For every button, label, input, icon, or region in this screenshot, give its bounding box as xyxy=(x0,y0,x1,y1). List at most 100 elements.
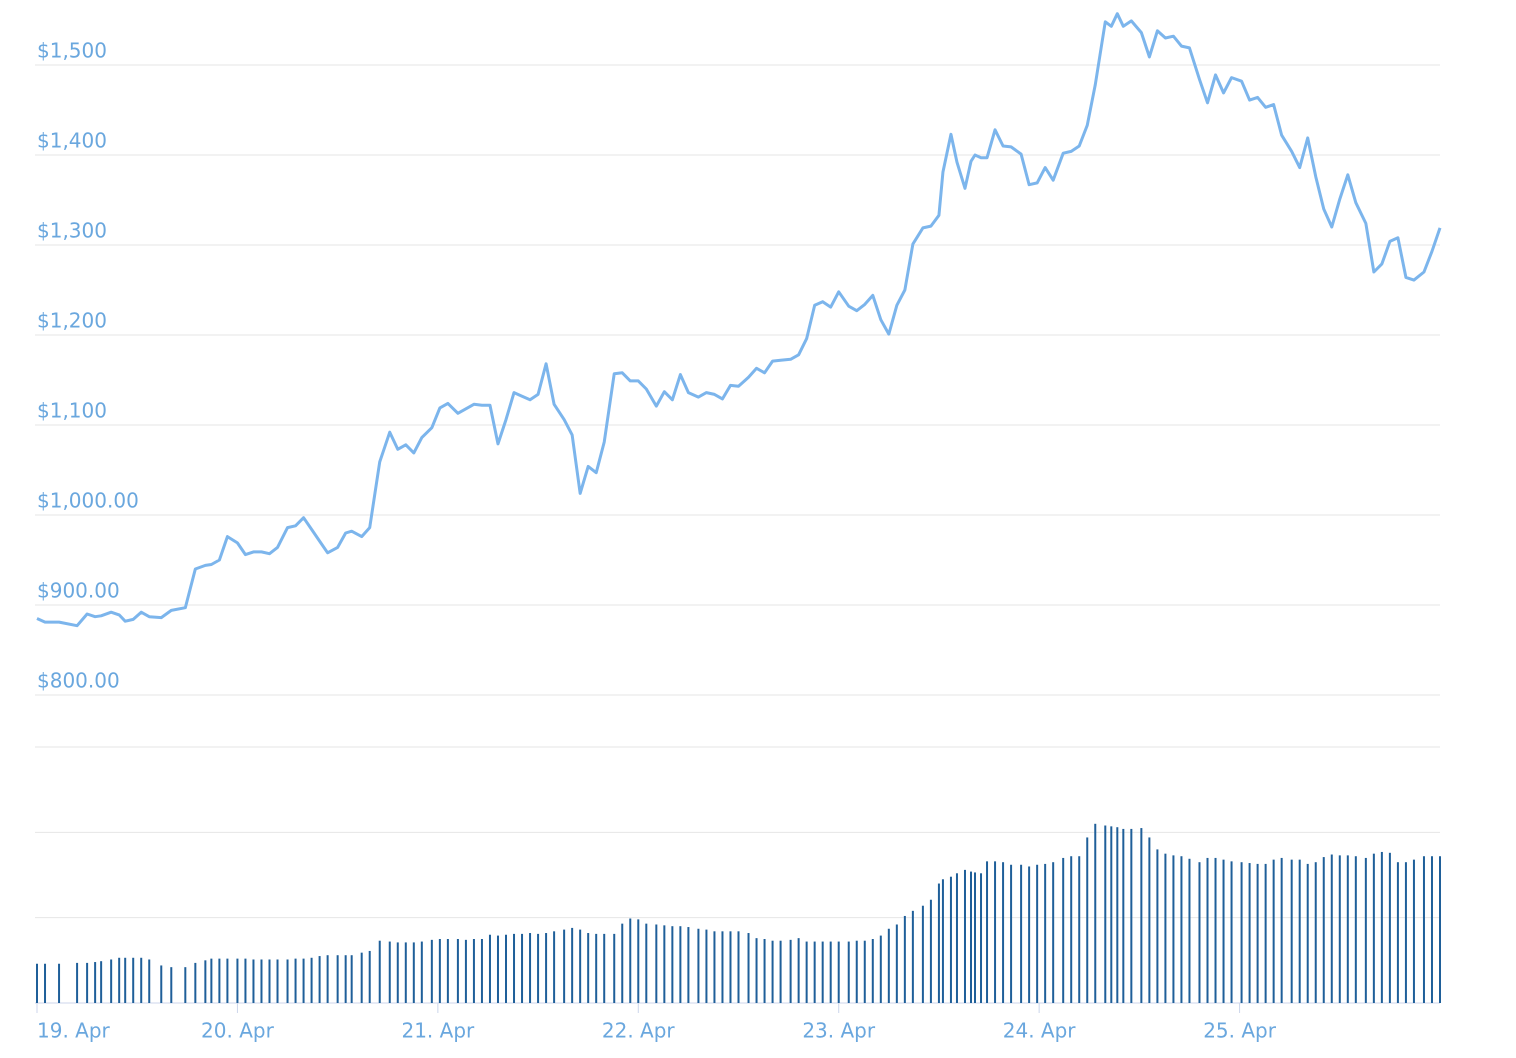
volume-bar xyxy=(58,963,61,1003)
volume-bar xyxy=(821,941,824,1003)
volume-bar xyxy=(118,957,121,1003)
volume-bar xyxy=(302,958,305,1003)
volume-bar xyxy=(1130,828,1133,1003)
volume-bar xyxy=(488,934,491,1003)
volume-bar xyxy=(100,961,103,1003)
volume-bar xyxy=(655,924,658,1003)
volume-bar xyxy=(587,933,590,1003)
volume-bar xyxy=(1116,827,1119,1003)
volume-bar xyxy=(949,876,952,1003)
x-tick-label: 21. Apr xyxy=(401,1019,475,1043)
volume-bar xyxy=(1298,859,1301,1003)
volume-bar xyxy=(986,861,989,1003)
volume-bar xyxy=(140,957,143,1003)
volume-bar xyxy=(789,939,792,1003)
volume-bar xyxy=(1272,859,1275,1003)
volume-bar xyxy=(637,919,640,1003)
volume-bar xyxy=(464,939,467,1003)
volume-bar xyxy=(747,933,750,1003)
volume-bar xyxy=(1248,863,1251,1003)
volume-bar xyxy=(1036,864,1039,1003)
volume-bar xyxy=(963,869,966,1003)
volume-bar xyxy=(1388,852,1391,1003)
volume-bar xyxy=(480,939,483,1003)
volume-bar xyxy=(545,933,548,1003)
volume-bar xyxy=(1206,857,1209,1003)
volume-bar xyxy=(184,967,187,1003)
y-tick-label: $1,000.00 xyxy=(37,489,139,513)
volume-bar xyxy=(76,962,79,1003)
volume-bar xyxy=(446,939,449,1003)
volume-bar xyxy=(994,861,997,1003)
volume-bar xyxy=(1002,862,1005,1003)
volume-bar xyxy=(430,939,433,1003)
volume-bar xyxy=(160,965,163,1003)
volume-bar xyxy=(388,941,391,1003)
volume-bar xyxy=(1380,851,1383,1003)
volume-bar xyxy=(969,871,972,1003)
volume-bar xyxy=(1256,863,1259,1003)
volume-bar xyxy=(863,940,866,1003)
volume-bar xyxy=(1214,857,1217,1003)
volume-bar xyxy=(879,935,882,1003)
volume-bar xyxy=(1330,854,1333,1003)
volume-bar xyxy=(1020,864,1023,1003)
volume-bar xyxy=(420,941,423,1003)
x-tick-label: 23. Apr xyxy=(802,1019,876,1043)
volume-bar xyxy=(895,924,898,1003)
volume-bar xyxy=(1290,859,1293,1003)
volume-bar xyxy=(1172,855,1175,1003)
volume-bar xyxy=(496,935,499,1003)
volume-bar xyxy=(1164,853,1167,1003)
volume-bar xyxy=(456,939,459,1003)
y-tick-label: $1,200 xyxy=(37,309,107,333)
volume-bar xyxy=(368,950,371,1003)
volume-bar xyxy=(813,941,816,1003)
volume-bar xyxy=(553,931,556,1003)
volume-bar xyxy=(771,940,774,1003)
volume-bar xyxy=(1052,862,1055,1003)
volume-bar xyxy=(755,938,758,1003)
volume-bar xyxy=(937,883,940,1003)
volume-bar xyxy=(438,939,441,1003)
volume-bar xyxy=(763,939,766,1003)
volume-bar xyxy=(737,931,740,1003)
volume-bar xyxy=(563,929,566,1003)
volume-bar xyxy=(350,955,353,1003)
x-tick-label: 25. Apr xyxy=(1203,1019,1277,1043)
volume-bar xyxy=(671,926,674,1003)
volume-bar xyxy=(110,959,113,1003)
volume-bar xyxy=(260,959,263,1003)
volume-bar xyxy=(529,933,532,1003)
y-tick-label: $800.00 xyxy=(37,669,120,693)
volume-bar xyxy=(697,928,700,1003)
volume-bar xyxy=(132,957,135,1003)
volume-bar xyxy=(310,957,313,1003)
volume-bar xyxy=(378,940,381,1003)
volume-bar xyxy=(1044,863,1047,1003)
volume-bar xyxy=(621,923,624,1003)
volume-bar xyxy=(705,929,708,1003)
volume-bar xyxy=(286,959,289,1003)
volume-bar xyxy=(687,927,690,1003)
volume-bar xyxy=(276,959,279,1003)
volume-bar xyxy=(1306,863,1309,1003)
volume-bar xyxy=(210,958,213,1003)
volume-bar xyxy=(1222,859,1225,1003)
volume-bar xyxy=(1364,857,1367,1003)
volume-bar xyxy=(194,962,197,1003)
volume-bar xyxy=(1180,856,1183,1003)
volume-bar xyxy=(595,933,598,1003)
volume-bar xyxy=(729,931,732,1003)
volume-bar xyxy=(94,962,97,1003)
volume-bar xyxy=(204,960,207,1003)
volume-bar xyxy=(412,942,415,1003)
volume-bar xyxy=(268,959,271,1003)
volume-bar xyxy=(537,933,540,1003)
volume-bar xyxy=(326,955,329,1003)
volume-bar xyxy=(1240,862,1243,1003)
volume-bar xyxy=(941,879,944,1003)
volume-bar xyxy=(1280,857,1283,1003)
volume-bar xyxy=(887,928,890,1003)
volume-bar xyxy=(148,959,151,1003)
